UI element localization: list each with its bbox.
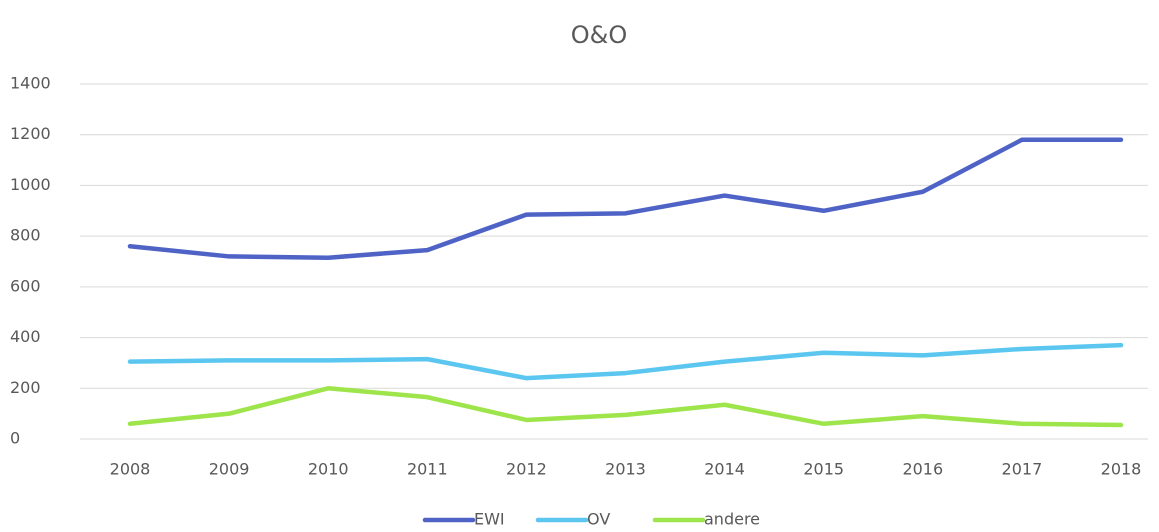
x-tick-label: 2012	[506, 460, 547, 479]
chart-title: O&O	[571, 21, 628, 49]
series-line	[127, 386, 1124, 428]
y-tick-label: 0	[10, 429, 20, 448]
y-tick-label: 1200	[10, 124, 51, 143]
y-tick-label: 200	[10, 378, 41, 397]
legend-label: OV	[587, 510, 610, 529]
x-tick-label: 2009	[209, 460, 250, 479]
x-tick-label: 2017	[1002, 460, 1043, 479]
legend-label: andere	[704, 510, 760, 529]
y-tick-label: 600	[10, 276, 41, 295]
legend-label: EWI	[474, 510, 505, 529]
x-tick-label: 2011	[407, 460, 448, 479]
x-tick-label: 2008	[110, 460, 151, 479]
x-tick-label: 2013	[605, 460, 646, 479]
y-tick-label: 800	[10, 226, 41, 245]
x-tick-label: 2010	[308, 460, 349, 479]
x-tick-label: 2016	[902, 460, 943, 479]
x-tick-label: 2014	[704, 460, 745, 479]
y-tick-label: 400	[10, 327, 41, 346]
y-tick-label: 1400	[10, 74, 51, 93]
x-tick-label: 2015	[803, 460, 844, 479]
x-tick-label: 2018	[1101, 460, 1142, 479]
series-line	[127, 137, 1124, 260]
y-tick-label: 1000	[10, 175, 51, 194]
series-line	[127, 342, 1124, 381]
